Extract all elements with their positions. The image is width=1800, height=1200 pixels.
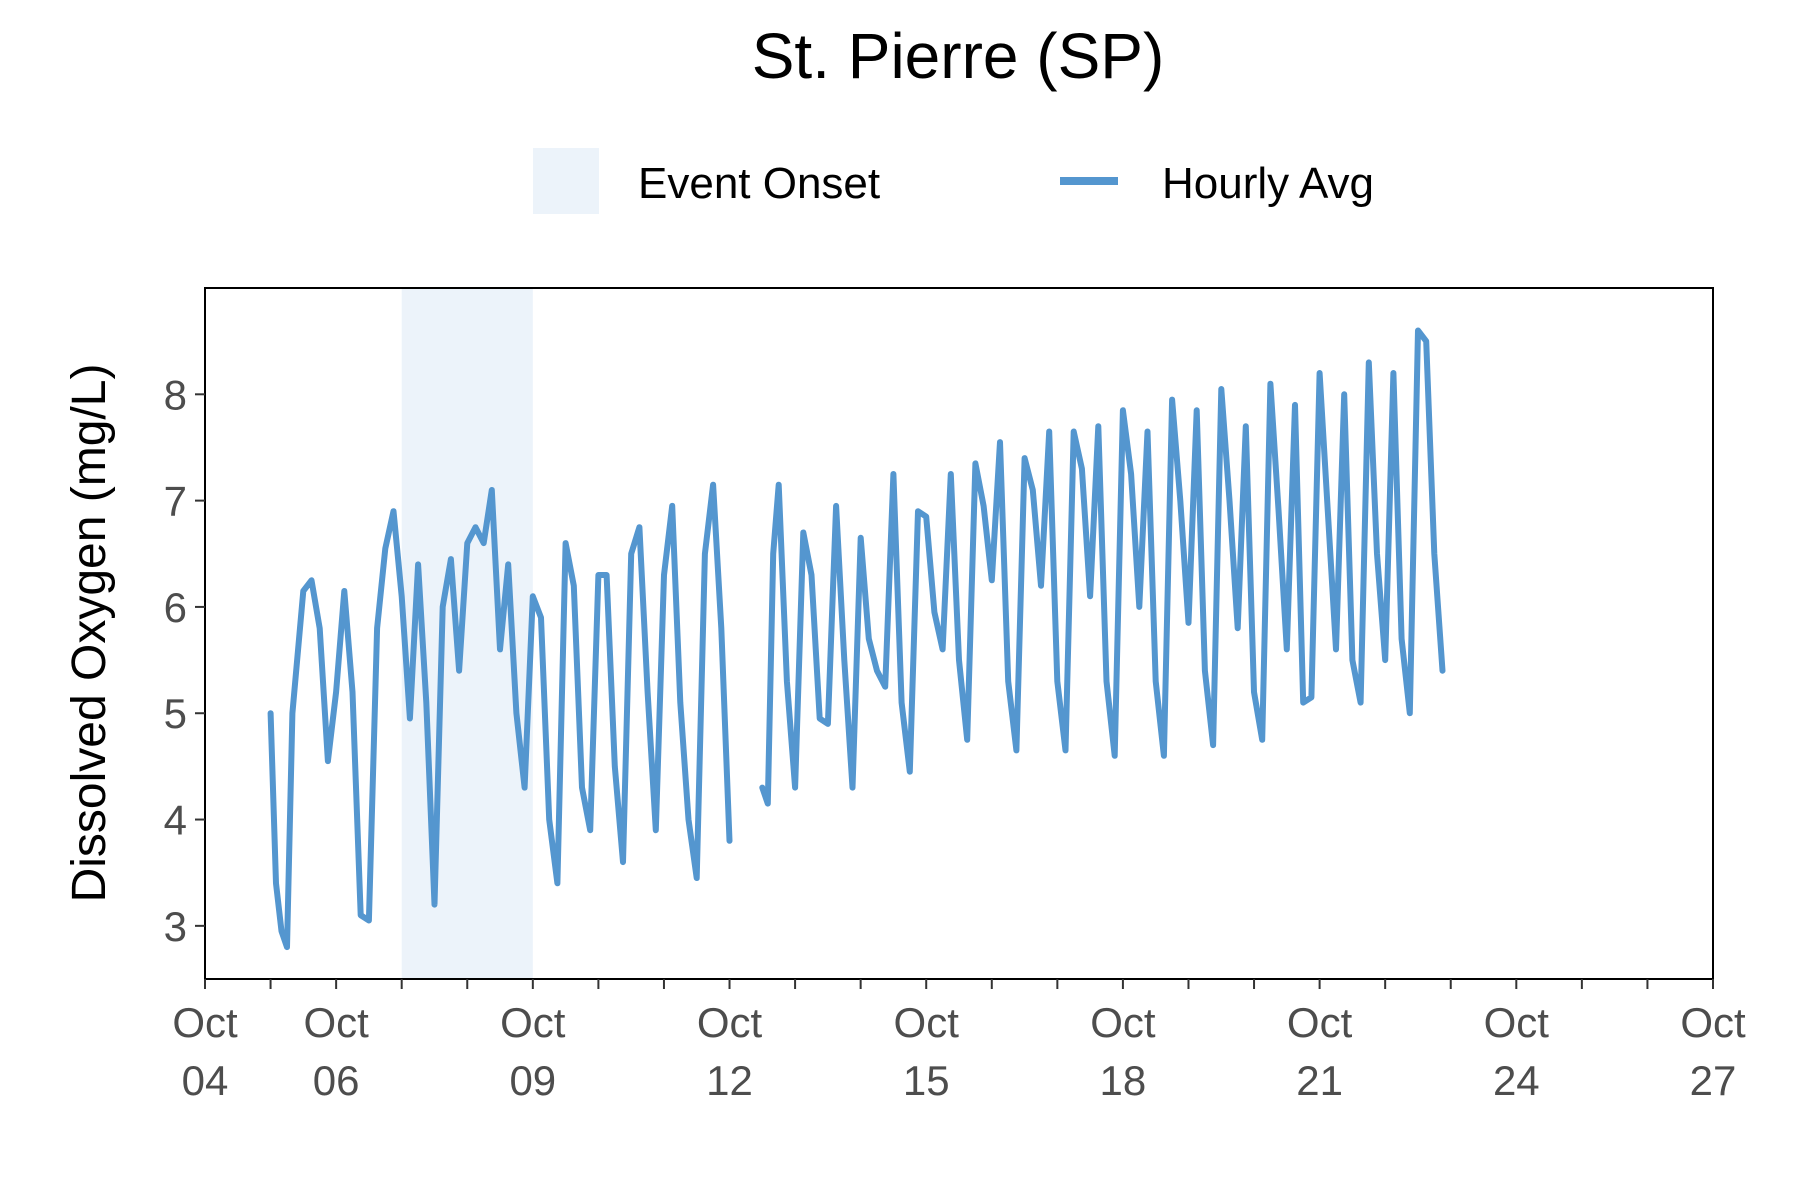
x-tick-label: Oct 09 — [500, 999, 566, 1104]
x-tick-label: Oct 12 — [697, 999, 763, 1104]
y-axis: 3 4 5 6 7 8 — [164, 371, 205, 950]
x-tick-label: Oct 06 — [303, 999, 369, 1104]
x-axis: Oct 04 Oct 06 Oct 09 Oct 12 Oct 15 Oct 18 Oct 21 Oct 24… — [172, 979, 1746, 1104]
y-tick-label: 6 — [164, 584, 187, 631]
y-axis-title: Dissolved Oxygen (mg/L) — [63, 364, 116, 903]
legend-label-event-onset: Event Onset — [638, 159, 880, 208]
legend-label-hourly-avg: Hourly Avg — [1162, 159, 1374, 208]
y-tick-label: 5 — [164, 690, 187, 737]
x-tick-label: Oct 27 — [1680, 999, 1746, 1104]
legend: Event Onset Hourly Avg — [533, 148, 1374, 214]
x-tick-label: Oct 24 — [1484, 999, 1550, 1104]
y-tick-label: 7 — [164, 478, 187, 525]
x-tick-label: Oct 15 — [894, 999, 960, 1104]
y-tick-label: 8 — [164, 371, 187, 418]
x-tick-label: Oct 04 — [172, 999, 238, 1104]
x-tick-label: Oct 18 — [1090, 999, 1156, 1104]
chart-title: St. Pierre (SP) — [752, 20, 1165, 92]
y-tick-label: 4 — [164, 797, 187, 844]
legend-swatch-event-onset — [533, 148, 599, 214]
series-line-hourly-avg — [267, 327, 1446, 951]
y-tick-label: 3 — [164, 903, 187, 950]
plot-frame — [204, 287, 1714, 980]
series-layer — [267, 327, 1446, 951]
x-tick-label: Oct 21 — [1287, 999, 1353, 1104]
